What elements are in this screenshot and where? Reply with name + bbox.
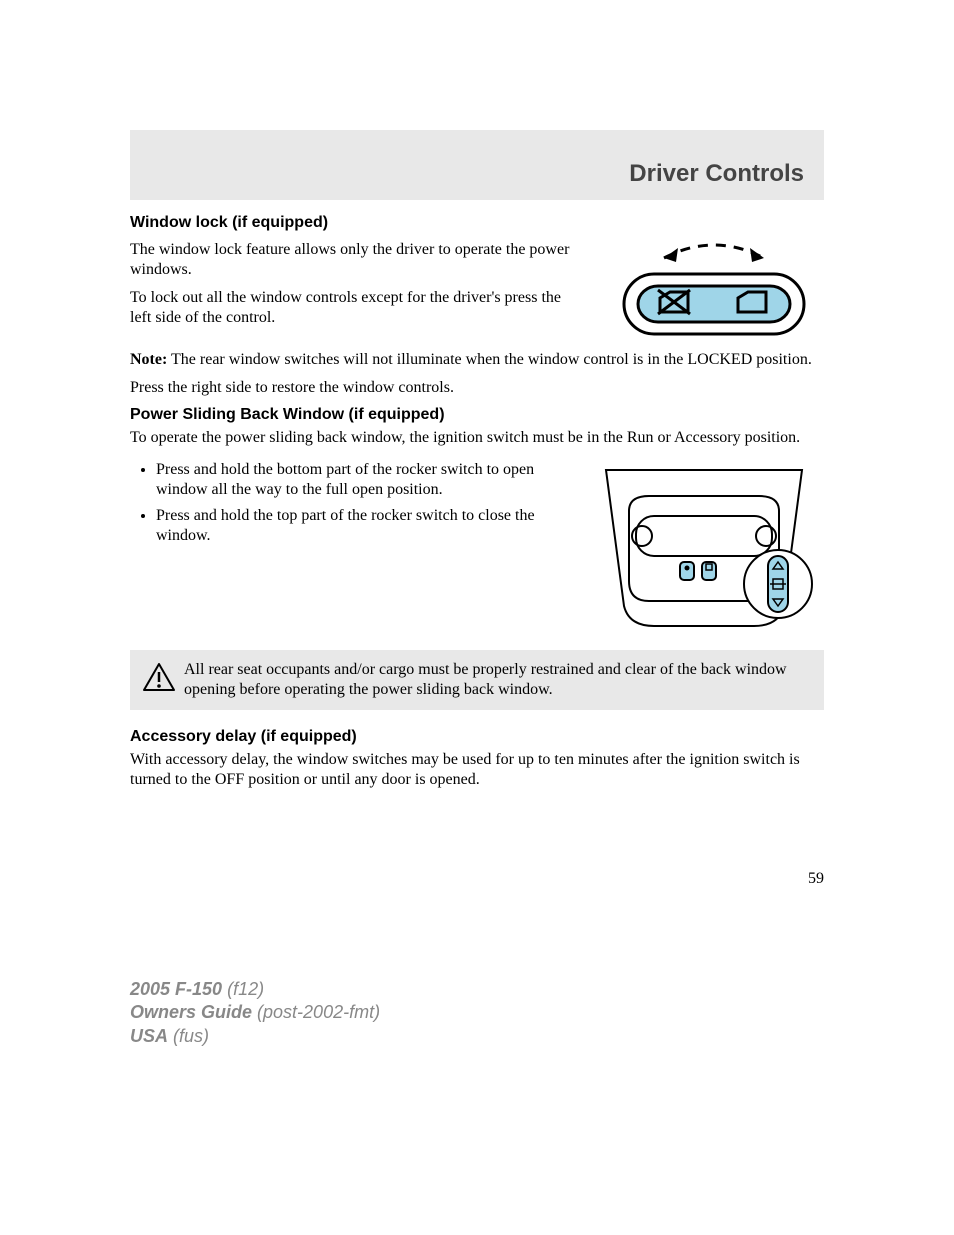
page: Driver Controls Window lock (if equipped… — [0, 0, 954, 1128]
note-label: Note: — [130, 351, 167, 368]
sliding-window-p1: To operate the power sliding back window… — [130, 428, 824, 448]
page-number: 59 — [130, 870, 824, 888]
footer-block: 2005 F-150 (f12) Owners Guide (post-2002… — [130, 978, 824, 1048]
sliding-window-bullets: Press and hold the bottom part of the ro… — [130, 460, 566, 546]
overhead-console-icon — [584, 456, 824, 636]
window-lock-switch-icon — [604, 236, 824, 346]
section-heading-window-lock: Window lock (if equipped) — [130, 214, 824, 232]
footer-bold: USA — [130, 1026, 168, 1046]
window-lock-row: The window lock feature allows only the … — [130, 236, 824, 346]
footer-line-1: 2005 F-150 (f12) — [130, 978, 824, 1001]
window-lock-p1: The window lock feature allows only the … — [130, 240, 586, 280]
window-lock-diagram — [604, 236, 824, 346]
footer-bold: Owners Guide — [130, 1002, 252, 1022]
warning-icon — [142, 662, 176, 698]
accessory-delay-p1: With accessory delay, the window switche… — [130, 750, 824, 790]
window-lock-p3: Press the right side to restore the wind… — [130, 378, 824, 398]
window-lock-text-col: The window lock feature allows only the … — [130, 236, 586, 336]
warning-text: All rear seat occupants and/or cargo mus… — [184, 661, 787, 698]
note-body: The rear window switches will not illumi… — [167, 351, 812, 368]
section-heading-sliding-window: Power Sliding Back Window (if equipped) — [130, 406, 824, 424]
chapter-header-band: Driver Controls — [130, 130, 824, 200]
footer-line-3: USA (fus) — [130, 1025, 824, 1048]
window-lock-p2: To lock out all the window controls exce… — [130, 288, 586, 328]
sliding-window-diagram — [584, 456, 824, 636]
footer-bold: 2005 F-150 — [130, 979, 222, 999]
footer-line-2: Owners Guide (post-2002-fmt) — [130, 1001, 824, 1024]
window-lock-note: Note: The rear window switches will not … — [130, 350, 824, 370]
chapter-title: Driver Controls — [150, 160, 804, 188]
warning-box: All rear seat occupants and/or cargo mus… — [130, 650, 824, 710]
footer-rest: (fus) — [168, 1026, 209, 1046]
footer-rest: (post-2002-fmt) — [252, 1002, 380, 1022]
list-item: Press and hold the top part of the rocke… — [156, 506, 566, 546]
sliding-window-row: Press and hold the bottom part of the ro… — [130, 456, 824, 636]
list-item: Press and hold the bottom part of the ro… — [156, 460, 566, 500]
footer-rest: (f12) — [222, 979, 264, 999]
sliding-window-text-col: Press and hold the bottom part of the ro… — [130, 456, 566, 554]
section-heading-accessory-delay: Accessory delay (if equipped) — [130, 728, 824, 746]
